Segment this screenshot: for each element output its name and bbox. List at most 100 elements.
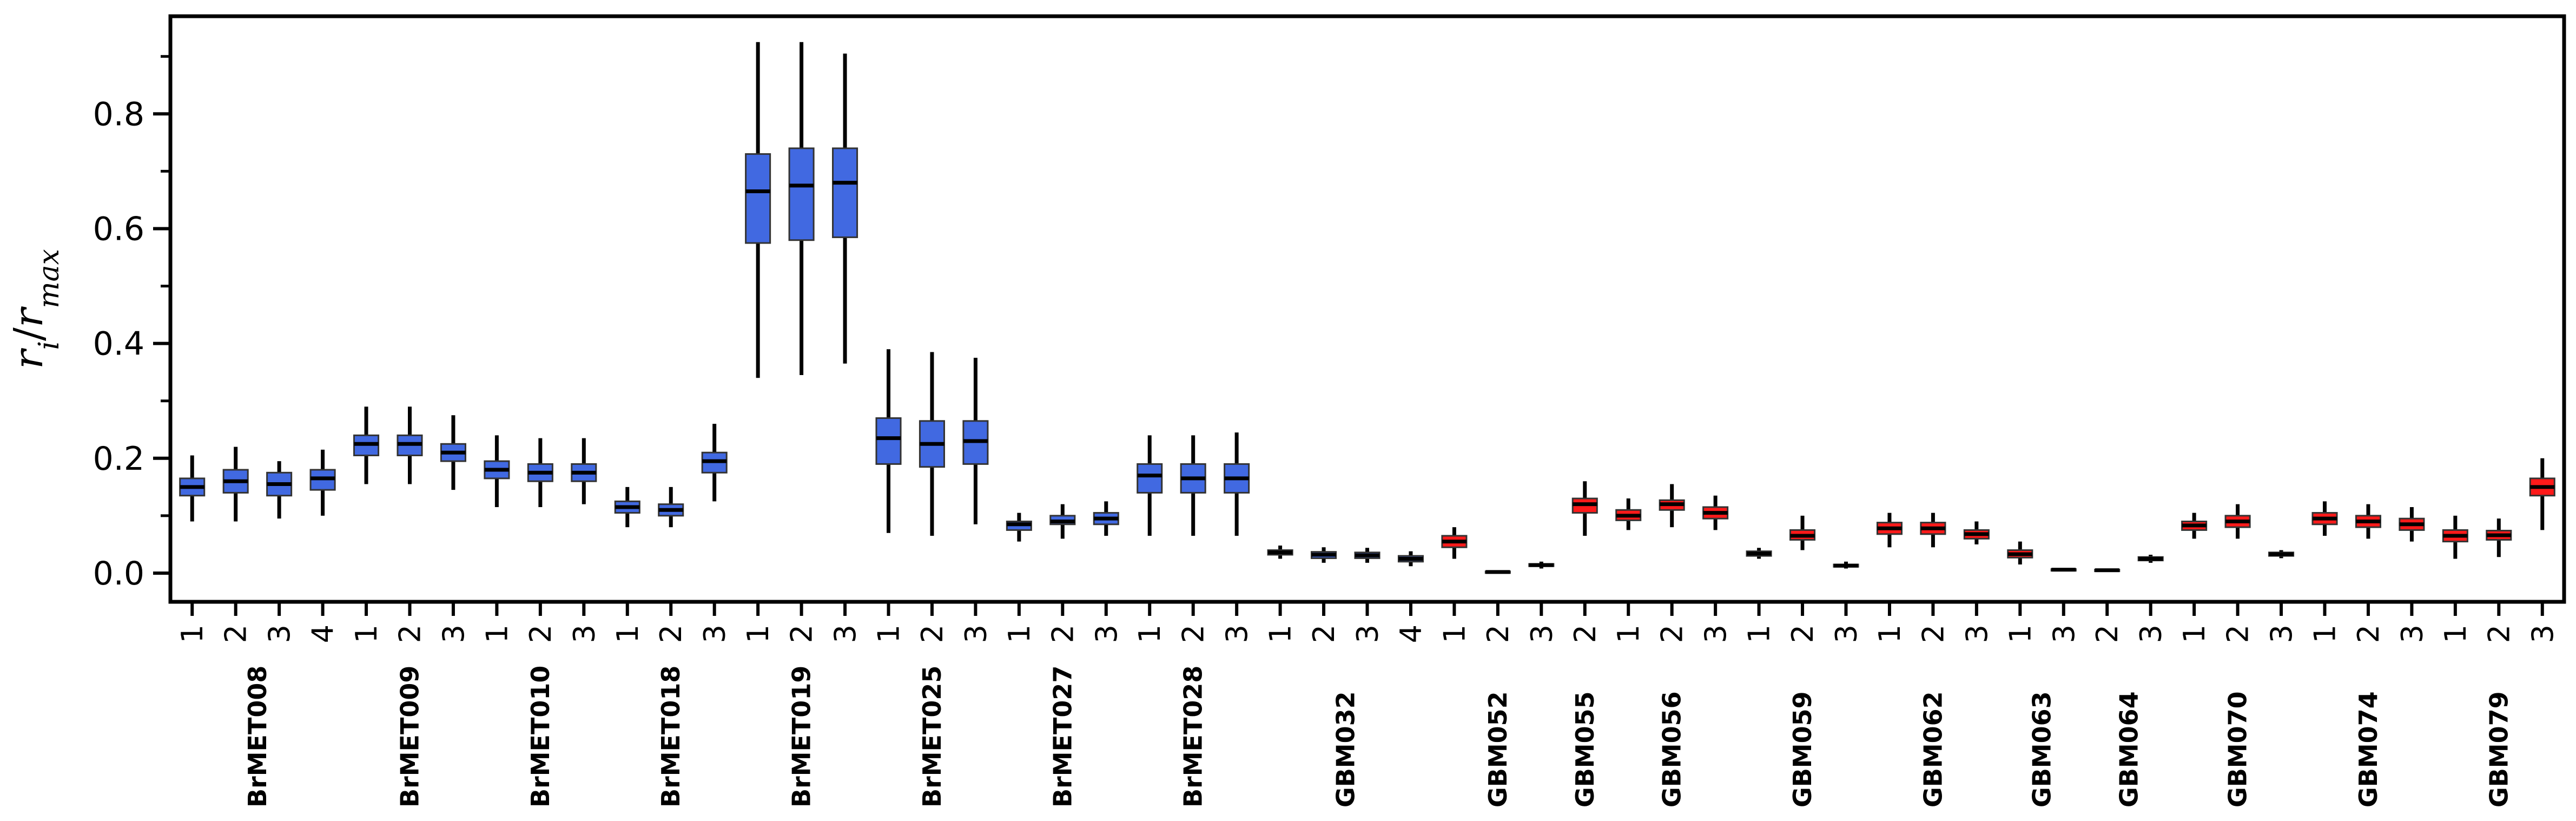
box-GBM079-3 [2529,458,2555,530]
box-BrMET028-1 [1137,435,1163,536]
box-BrMET009-2 [397,406,423,484]
box-BrMET010-3 [571,438,597,504]
box-body [745,153,771,244]
x-tick-label: 2 [1481,625,1515,643]
x-tick-label: 1 [2177,625,2211,643]
group-label: BrMET025 [917,666,947,807]
x-tick-label: 3 [567,625,601,643]
box-GBM070-3 [2268,550,2295,559]
box-BrMET019-1 [745,42,771,378]
x-tick-label: 2 [1177,625,1211,643]
x-tick-label: 3 [1089,625,1124,643]
box-BrMET008-1 [179,455,206,522]
x-tick-label: 3 [2526,625,2560,643]
box-GBM056-1 [1615,498,1642,530]
x-tick-label: 3 [2395,625,2429,643]
group-label: BrMET009 [395,666,425,807]
x-tick-label: 2 [2090,625,2124,643]
box-GBM056-2 [1659,484,1685,528]
x-tick-label: 1 [872,625,906,643]
x-tick-label: 3 [1524,625,1558,643]
plot-frame [168,14,2566,604]
x-tick-label: 3 [437,625,471,643]
box-GBM070-2 [2224,504,2251,539]
box-GBM079-1 [2442,515,2468,559]
x-tick-label: 1 [2003,625,2037,643]
box-BrMET008-2 [222,446,249,522]
x-tick-label: 1 [480,625,514,643]
x-tick-label: 2 [1655,625,1689,643]
box-BrMET028-2 [1180,435,1206,536]
y-title-r2: r [5,306,52,327]
box-GBM052-2 [1484,570,1511,574]
box-BrMET028-3 [1224,432,1250,536]
box-GBM079-2 [2486,518,2512,557]
group-label: BrMET010 [526,666,555,807]
x-tick-label: 1 [349,625,384,643]
group-label: GBM055 [1570,691,1600,807]
box-GBM074-3 [2399,507,2425,542]
box-BrMET027-2 [1049,504,1076,539]
x-tick-label: 2 [915,625,949,643]
x-tick-label: 1 [2308,625,2342,643]
x-tick-label: 1 [1437,625,1471,643]
box-body [875,417,902,465]
box-GBM062-1 [1876,513,1903,548]
box-BrMET019-2 [788,42,815,375]
box-GBM063-1 [2007,541,2033,565]
box-GBM032-3 [1354,548,1381,563]
group-label: GBM062 [1918,691,1947,807]
box-BrMET027-1 [1006,513,1032,542]
box-BrMET010-1 [484,435,510,507]
group-label: GBM056 [1657,691,1687,807]
x-tick-label: 1 [611,625,645,643]
y-axis-title-text: ri/rmax [5,249,65,369]
x-tick-label: 1 [1873,625,1907,643]
box-GBM055-2 [1571,481,1598,536]
box-GBM032-2 [1311,547,1337,563]
box-body [788,147,815,241]
x-tick-label: 2 [2221,625,2255,643]
x-tick-label: 3 [2134,625,2168,643]
box-GBM063-3 [2050,568,2077,572]
box-BrMET025-3 [962,358,989,524]
x-tick-label: 1 [1742,625,1776,643]
x-tick-label: 2 [785,625,819,643]
x-tick-label: 1 [1264,625,1298,643]
plot-border [168,14,2566,604]
x-tick-label: 3 [2264,625,2298,643]
box-GBM059-2 [1789,515,1816,550]
box-GBM052-1 [1441,527,1468,559]
x-tick-label: 1 [1002,625,1036,643]
y-tick-label: 0.2 [93,440,144,478]
y-axis-title: ri/rmax [5,249,65,369]
y-title-slash: / [5,327,52,341]
x-tick-label: 4 [1394,625,1428,643]
box-GBM062-2 [1920,513,1946,548]
x-tick-label: 2 [1307,625,1341,643]
x-tick-label: 2 [219,625,253,643]
box-BrMET018-3 [701,424,728,502]
group-label: BrMET027 [1048,666,1077,807]
box-GBM032-1 [1267,546,1293,559]
x-tick-label: 2 [1046,625,1080,643]
x-tick-label: 1 [2439,625,2473,643]
group-label: GBM070 [2223,691,2253,807]
box-BrMET008-4 [309,449,336,516]
x-tick-label: 2 [2352,625,2386,643]
box-BrMET025-2 [919,352,945,536]
x-tick-label: 2 [654,625,688,643]
x-tick-label: 2 [1786,625,1820,643]
box-BrMET009-1 [353,406,380,484]
group-label: GBM074 [2354,691,2383,807]
box-GBM059-3 [1833,561,1859,569]
box-GBM074-2 [2355,504,2381,539]
y-tick-label: 0.0 [93,555,144,593]
box-BrMET018-1 [614,487,640,528]
x-tick-label: 3 [959,625,993,643]
box-BrMET027-3 [1093,501,1119,536]
group-label: GBM052 [1483,691,1512,807]
x-tick-label: 4 [306,625,340,643]
